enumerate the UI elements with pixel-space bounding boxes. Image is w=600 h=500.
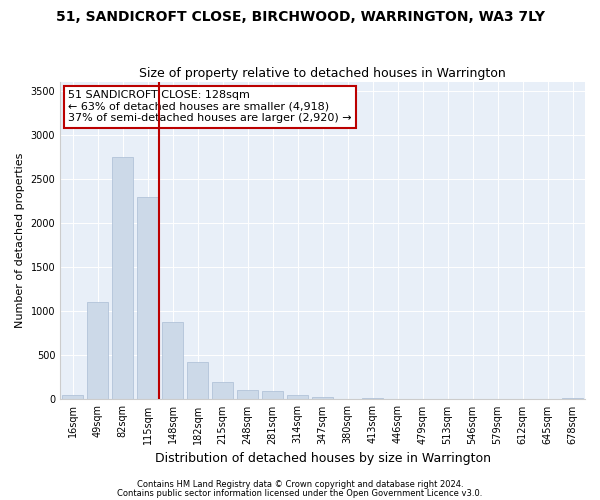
Bar [112,157,133,400]
Bar [262,392,283,400]
Bar [187,362,208,400]
Bar [312,397,333,400]
Bar [87,302,108,400]
Bar [562,398,583,400]
Text: 51, SANDICROFT CLOSE, BIRCHWOOD, WARRINGTON, WA3 7LY: 51, SANDICROFT CLOSE, BIRCHWOOD, WARRING… [56,10,545,24]
Text: Contains HM Land Registry data © Crown copyright and database right 2024.: Contains HM Land Registry data © Crown c… [137,480,463,489]
Bar [362,398,383,400]
Bar [162,322,183,400]
Y-axis label: Number of detached properties: Number of detached properties [15,153,25,328]
Text: 51 SANDICROFT CLOSE: 128sqm
← 63% of detached houses are smaller (4,918)
37% of : 51 SANDICROFT CLOSE: 128sqm ← 63% of det… [68,90,352,123]
Bar [62,395,83,400]
Title: Size of property relative to detached houses in Warrington: Size of property relative to detached ho… [139,66,506,80]
Bar [237,390,258,400]
Bar [287,396,308,400]
Text: Contains public sector information licensed under the Open Government Licence v3: Contains public sector information licen… [118,488,482,498]
Bar [137,196,158,400]
Bar [212,382,233,400]
X-axis label: Distribution of detached houses by size in Warrington: Distribution of detached houses by size … [155,452,491,465]
